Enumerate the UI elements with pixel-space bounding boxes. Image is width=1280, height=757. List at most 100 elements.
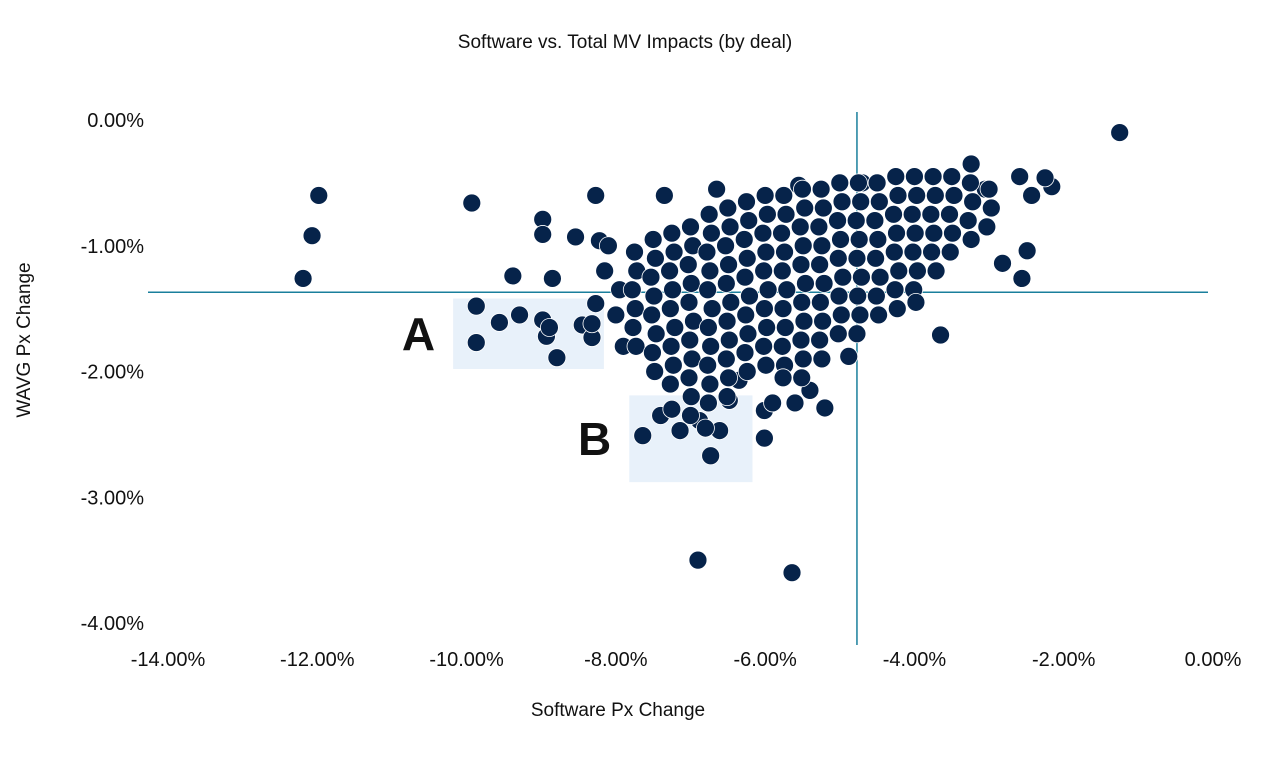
x-tick-label: -8.00% [584,649,648,671]
data-point [792,292,812,312]
data-point [785,393,805,413]
data-point [754,299,774,319]
data-point [869,305,888,325]
data-point [309,186,329,205]
data-point [839,347,859,366]
data-point [622,280,642,300]
data-point [633,426,653,446]
data-point [688,550,708,570]
data-point [813,198,833,218]
y-tick-label: -3.00% [81,487,145,509]
data-point [699,318,718,337]
data-point [1017,241,1037,261]
data-point [866,286,886,306]
data-point [756,355,776,375]
data-point [678,255,698,275]
data-point [606,305,626,325]
data-point [641,267,661,287]
data-point [719,368,738,388]
data-point [903,242,923,262]
data-point [925,186,945,205]
data-point [740,286,759,306]
data-point [663,280,682,300]
data-point [782,563,802,583]
data-point [670,421,690,441]
data-point [944,186,964,205]
data-point [738,324,758,344]
data-point [777,280,797,300]
data-point [681,274,701,293]
data-point [791,330,811,350]
data-point [665,318,685,337]
data-point [926,261,946,281]
data-point [828,248,848,268]
x-tick-label: -14.00% [131,649,206,671]
data-point [885,280,905,300]
data-point [884,242,904,262]
data-point [643,230,663,249]
data-point [625,299,645,319]
x-tick-label: -10.00% [429,649,504,671]
data-point [1110,123,1130,142]
data-point [754,336,774,356]
data-point [814,274,834,293]
data-point [775,318,795,337]
data-point [886,167,906,186]
y-tick-label: -4.00% [81,613,145,635]
data-point [833,267,853,287]
data-point [1012,269,1032,288]
x-axis-ticks: -14.00% -12.00% -10.00% -8.00% -6.00% -4.00% -… [131,649,1242,671]
data-point [662,223,682,243]
data-point [790,217,810,237]
x-tick-label: 0.00% [1185,649,1242,671]
data-point [663,355,683,375]
data-point [793,349,813,369]
data-point [831,230,850,249]
chart-title: Software vs. Total MV Impacts (by deal) [458,32,792,53]
data-point [847,324,867,344]
box-label-a: A [402,308,435,360]
y-tick-label: 0.00% [87,110,144,132]
data-point [774,186,794,205]
data-point [793,179,812,199]
data-point [490,313,509,332]
data-point [868,230,888,249]
data-point [870,267,890,287]
data-point [772,223,791,243]
data-point [791,255,811,275]
data-point [850,305,870,325]
data-point [993,253,1012,273]
data-point [586,186,606,205]
data-point [792,368,812,388]
data-point [773,368,793,388]
data-point [943,223,962,243]
data-point [510,305,529,325]
data-point [735,267,755,287]
data-point [884,204,903,224]
data-point [700,261,720,281]
data-point [958,211,978,231]
data-points [293,123,1130,583]
data-point [717,311,737,331]
data-point [598,236,618,256]
data-point [908,261,927,281]
data-point [852,267,871,287]
data-point [888,186,908,205]
data-point [721,292,741,312]
data-point [707,179,727,199]
y-axis-ticks: 0.00% -1.00% -2.00% -3.00% -4.00% [81,110,145,635]
box-label-b: B [578,413,611,465]
data-point [654,186,674,205]
data-point [795,198,815,218]
data-point [540,318,559,337]
data-point [940,242,960,262]
data-point [902,204,922,224]
data-point [961,230,981,249]
data-point [698,280,718,300]
data-point [754,261,774,281]
data-point [794,311,814,331]
data-point [921,204,941,224]
data-point [660,374,680,394]
data-point [981,198,1001,218]
